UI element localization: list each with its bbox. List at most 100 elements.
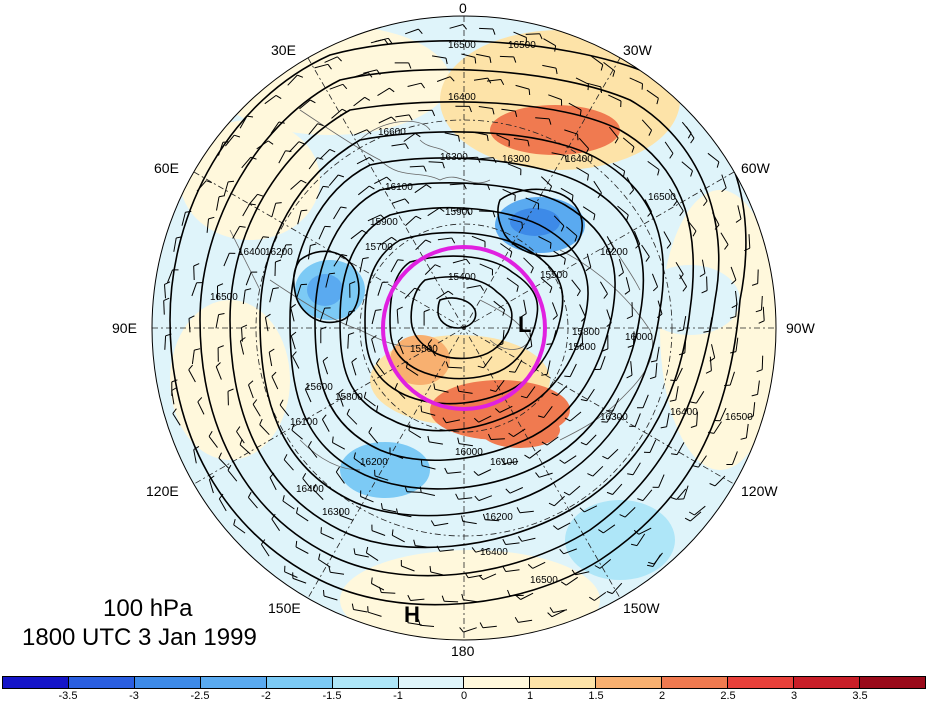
wind-barb xyxy=(586,253,592,268)
wind-barb xyxy=(269,288,274,303)
wind-barb xyxy=(529,449,542,459)
wind-barb-flag xyxy=(430,520,435,526)
wind-barb-flag xyxy=(571,569,576,576)
wind-barb xyxy=(302,478,312,490)
wind-barb xyxy=(163,300,165,315)
wind-barb xyxy=(486,79,501,82)
wind-barb xyxy=(652,554,661,567)
wind-barb xyxy=(591,55,604,66)
contour-label: 16600 xyxy=(378,127,406,138)
wind-barb xyxy=(461,53,476,58)
wind-barb xyxy=(367,214,381,222)
wind-barb-flag xyxy=(492,28,496,35)
wind-barb-flag xyxy=(269,472,275,478)
wind-barb xyxy=(458,497,473,500)
wind-barb-flag xyxy=(376,405,379,412)
wind-barb xyxy=(630,361,633,376)
wind-barb xyxy=(642,489,653,501)
wind-barb-flag xyxy=(740,437,747,440)
longitude-label: 60W xyxy=(741,160,770,176)
wind-barb xyxy=(502,188,516,196)
wind-barb xyxy=(264,94,277,105)
wind-barb xyxy=(239,115,248,129)
wind-barb xyxy=(712,212,720,226)
contour-label: 15600 xyxy=(568,342,596,353)
wind-barb xyxy=(331,108,343,119)
wind-barb-flag xyxy=(530,267,534,274)
wind-barb xyxy=(381,592,396,594)
wind-barb xyxy=(669,188,678,202)
wind-barb-flag xyxy=(444,467,448,474)
wind-barb xyxy=(607,448,619,460)
wind-barb xyxy=(280,244,287,259)
wind-barb xyxy=(551,152,566,156)
contour-labels: 16500 16500 16400 16300 16400 16500 1620… xyxy=(210,40,753,586)
wind-barb xyxy=(271,518,281,531)
wind-barb-flag xyxy=(275,202,282,204)
wind-barb-flag xyxy=(208,431,213,437)
wind-barb-flag xyxy=(489,56,492,63)
wind-barb-flag xyxy=(259,418,263,425)
wind-barb-flag xyxy=(479,285,485,291)
wind-barb-flag xyxy=(348,332,355,336)
wind-barb xyxy=(473,77,488,81)
wind-barb xyxy=(367,611,382,617)
wind-barb-flag xyxy=(337,56,342,62)
contour-label: 15500 xyxy=(540,270,568,281)
wind-barb-flag xyxy=(171,379,178,383)
wind-barb xyxy=(242,203,251,217)
wind-barb xyxy=(735,337,739,352)
wind-barb-flag xyxy=(323,589,325,597)
wind-barb xyxy=(371,310,376,325)
wind-barb-flag xyxy=(509,371,516,373)
wind-barb xyxy=(271,203,277,217)
wind-barb-flag xyxy=(645,256,650,262)
wind-barb xyxy=(625,277,631,291)
wind-barb xyxy=(436,76,451,82)
wind-barb xyxy=(568,102,582,111)
wind-barb-flag xyxy=(309,99,316,104)
wind-barb-flag xyxy=(380,503,383,510)
wind-barb-flag xyxy=(394,383,398,389)
wind-barb xyxy=(720,232,729,245)
wind-barb xyxy=(223,253,230,267)
wind-barb xyxy=(730,266,737,281)
wind-barb xyxy=(525,33,540,35)
wind-barb-flag xyxy=(247,491,252,498)
wind-barb-flag xyxy=(271,513,276,520)
contour-label: 16500 xyxy=(725,412,753,423)
wind-barb xyxy=(657,300,663,315)
wind-barb xyxy=(608,94,622,102)
wind-barb xyxy=(737,205,742,220)
wind-barb-flag xyxy=(272,287,279,290)
wind-barb xyxy=(548,94,562,101)
contour-label: 16100 xyxy=(490,457,518,468)
wind-barb xyxy=(684,338,687,354)
contour-label: 16200 xyxy=(600,247,628,258)
wind-barb xyxy=(546,360,551,375)
wind-barb-flag xyxy=(547,612,553,618)
wind-barb-flag xyxy=(458,135,460,142)
wind-barb xyxy=(575,77,589,85)
wind-barb xyxy=(420,624,435,627)
wind-barb-flag xyxy=(679,273,684,280)
wind-barb xyxy=(405,215,417,226)
wind-barb-flag xyxy=(619,514,626,518)
wind-barb xyxy=(191,282,198,297)
wind-barb xyxy=(478,106,493,109)
wind-barb-flag xyxy=(353,452,356,459)
wind-barb xyxy=(284,571,298,578)
wind-barb xyxy=(490,438,505,440)
wind-barb xyxy=(543,38,556,47)
wind-barb xyxy=(333,254,342,267)
wind-barb-flag xyxy=(275,259,282,263)
longitude-label: 90W xyxy=(786,320,815,336)
wind-barb-flag xyxy=(310,243,317,246)
wind-barb-flag xyxy=(371,335,377,340)
wind-barb xyxy=(729,371,735,386)
wind-barb-flag xyxy=(164,281,171,285)
wind-barb-flag xyxy=(361,229,368,234)
wind-barb xyxy=(569,363,577,377)
wind-barb xyxy=(405,28,419,35)
wind-barb-flag xyxy=(496,343,503,347)
